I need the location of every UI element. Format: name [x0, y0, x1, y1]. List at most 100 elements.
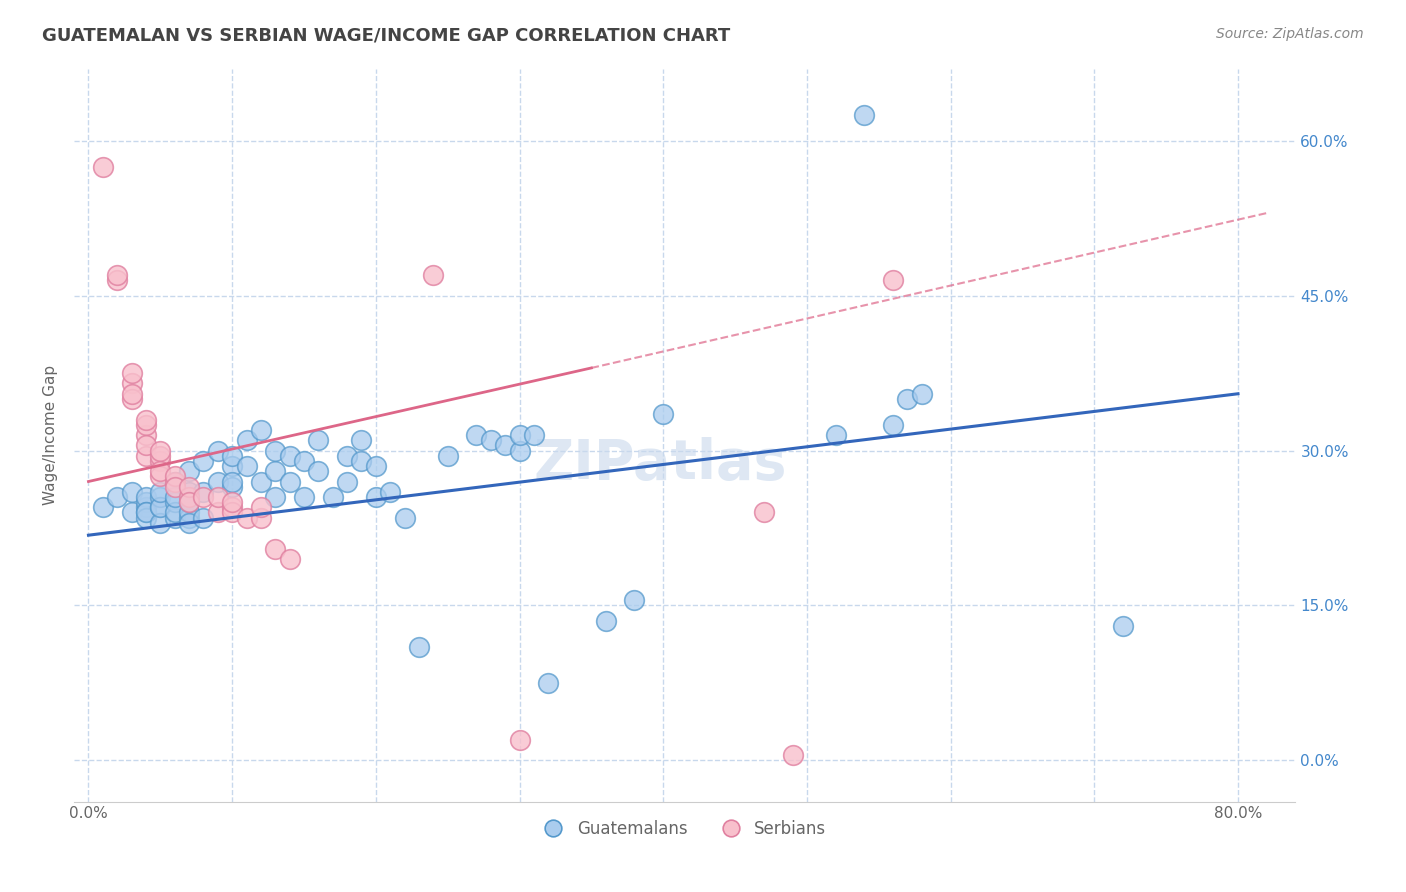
- Point: [882, 273, 904, 287]
- Point: [177, 484, 200, 499]
- Point: [121, 506, 143, 520]
- Point: [135, 417, 157, 432]
- Point: [177, 490, 200, 504]
- Point: [436, 449, 458, 463]
- Point: [652, 408, 675, 422]
- Point: [221, 495, 243, 509]
- Point: [163, 495, 186, 509]
- Point: [523, 428, 546, 442]
- Point: [135, 490, 157, 504]
- Point: [394, 510, 416, 524]
- Point: [235, 458, 257, 473]
- Y-axis label: Wage/Income Gap: Wage/Income Gap: [44, 365, 58, 505]
- Point: [350, 434, 373, 448]
- Point: [91, 500, 114, 515]
- Point: [149, 516, 172, 530]
- Point: [149, 449, 172, 463]
- Point: [135, 506, 157, 520]
- Point: [105, 490, 128, 504]
- Point: [207, 506, 229, 520]
- Point: [1112, 619, 1135, 633]
- Point: [135, 495, 157, 509]
- Point: [135, 500, 157, 515]
- Legend: Guatemalans, Serbians: Guatemalans, Serbians: [537, 814, 832, 845]
- Point: [509, 428, 531, 442]
- Point: [824, 428, 846, 442]
- Point: [494, 438, 516, 452]
- Point: [364, 490, 387, 504]
- Point: [149, 469, 172, 483]
- Point: [177, 516, 200, 530]
- Point: [264, 541, 287, 556]
- Point: [177, 464, 200, 478]
- Point: [264, 443, 287, 458]
- Point: [250, 475, 273, 489]
- Point: [149, 443, 172, 458]
- Point: [623, 593, 645, 607]
- Point: [364, 458, 387, 473]
- Point: [250, 423, 273, 437]
- Point: [105, 273, 128, 287]
- Point: [250, 500, 273, 515]
- Point: [380, 484, 402, 499]
- Point: [193, 490, 215, 504]
- Point: [307, 464, 329, 478]
- Point: [121, 376, 143, 391]
- Point: [336, 449, 359, 463]
- Point: [292, 490, 315, 504]
- Point: [135, 449, 157, 463]
- Point: [882, 417, 904, 432]
- Point: [479, 434, 502, 448]
- Point: [221, 475, 243, 489]
- Point: [278, 449, 301, 463]
- Point: [193, 484, 215, 499]
- Point: [149, 500, 172, 515]
- Point: [177, 495, 200, 509]
- Point: [752, 506, 775, 520]
- Point: [177, 510, 200, 524]
- Point: [278, 475, 301, 489]
- Point: [135, 428, 157, 442]
- Point: [782, 748, 804, 763]
- Point: [896, 392, 918, 406]
- Point: [135, 412, 157, 426]
- Point: [135, 438, 157, 452]
- Point: [163, 469, 186, 483]
- Point: [149, 484, 172, 499]
- Point: [149, 500, 172, 515]
- Point: [292, 454, 315, 468]
- Point: [121, 386, 143, 401]
- Point: [163, 510, 186, 524]
- Point: [595, 614, 617, 628]
- Text: Source: ZipAtlas.com: Source: ZipAtlas.com: [1216, 27, 1364, 41]
- Point: [235, 434, 257, 448]
- Point: [177, 495, 200, 509]
- Text: GUATEMALAN VS SERBIAN WAGE/INCOME GAP CORRELATION CHART: GUATEMALAN VS SERBIAN WAGE/INCOME GAP CO…: [42, 27, 731, 45]
- Point: [149, 454, 172, 468]
- Point: [221, 500, 243, 515]
- Point: [235, 510, 257, 524]
- Point: [911, 386, 934, 401]
- Point: [422, 268, 444, 282]
- Point: [121, 392, 143, 406]
- Point: [135, 510, 157, 524]
- Point: [264, 464, 287, 478]
- Point: [264, 490, 287, 504]
- Point: [307, 434, 329, 448]
- Point: [207, 443, 229, 458]
- Point: [121, 484, 143, 499]
- Point: [509, 443, 531, 458]
- Point: [163, 475, 186, 489]
- Point: [149, 464, 172, 478]
- Point: [408, 640, 430, 654]
- Point: [465, 428, 488, 442]
- Point: [177, 480, 200, 494]
- Point: [221, 506, 243, 520]
- Point: [91, 160, 114, 174]
- Point: [121, 366, 143, 380]
- Point: [149, 490, 172, 504]
- Point: [193, 510, 215, 524]
- Point: [221, 458, 243, 473]
- Point: [105, 268, 128, 282]
- Point: [135, 506, 157, 520]
